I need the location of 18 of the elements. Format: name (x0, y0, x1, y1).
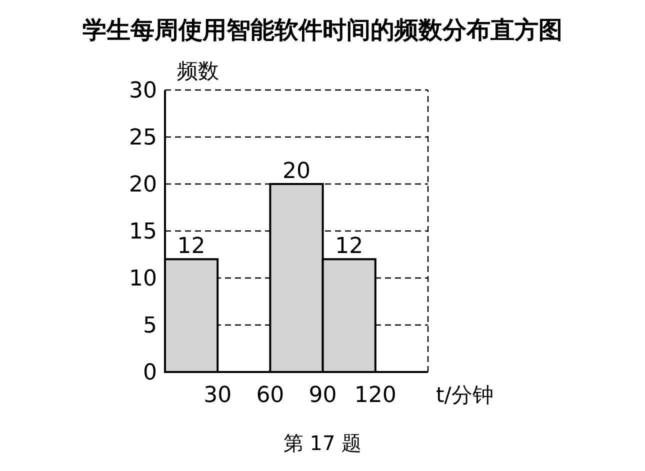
x-axis-title: t/分钟 (436, 383, 494, 407)
x-tick-label: 60 (256, 383, 284, 408)
y-tick-label: 15 (129, 220, 157, 245)
text: 第 17 题 (283, 431, 362, 455)
y-tick-label: 25 (129, 126, 157, 151)
y-axis-title: 频数 (177, 59, 219, 83)
x-tick-label: 90 (308, 383, 337, 408)
y-tick-label: 0 (143, 360, 157, 386)
y-tick-label: 5 (143, 314, 157, 339)
data-label: 20 (282, 159, 310, 184)
data-label: 12 (335, 234, 364, 260)
chart-title: 学生每周使用智能软件时间的频数分布直方图 (82, 16, 562, 44)
data-label: 12 (177, 234, 206, 260)
x-tick-label: 120 (354, 383, 396, 408)
x-tick-label: 30 (204, 383, 232, 408)
y-tick-label: 30 (129, 78, 157, 104)
y-tick-label: 20 (129, 172, 157, 198)
y-tick-label: 10 (129, 266, 157, 292)
